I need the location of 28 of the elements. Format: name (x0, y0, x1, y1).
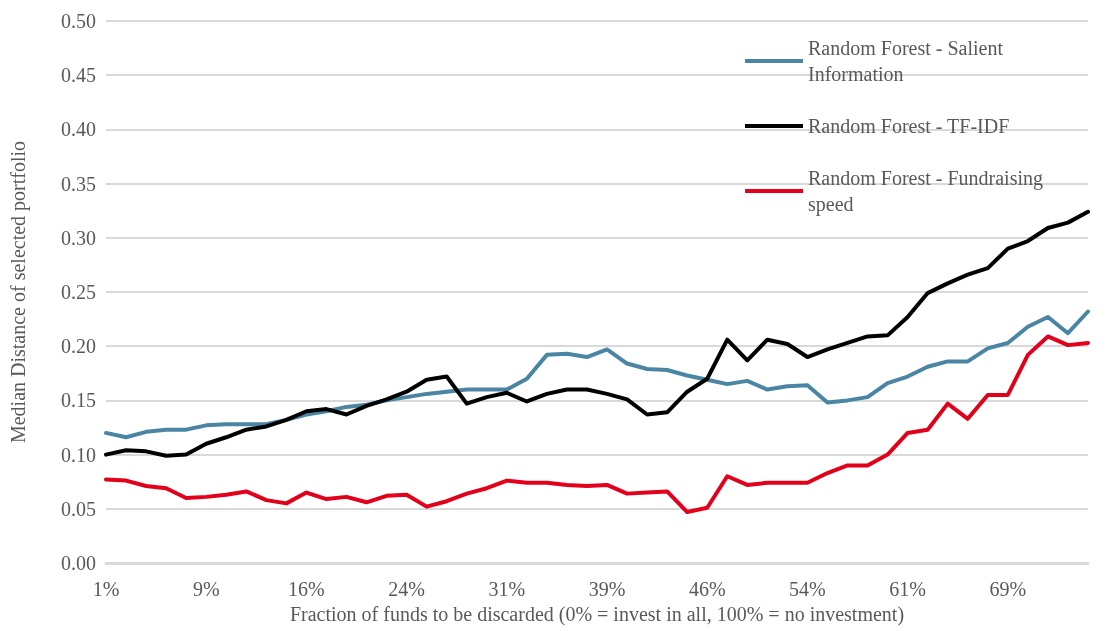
line-series (104, 309, 1090, 440)
line-series (104, 334, 1090, 515)
x-tick-label: 46% (688, 578, 726, 600)
legend-label: Random Forest - TF-IDF (808, 115, 1010, 137)
y-tick-label: 0.15 (61, 389, 96, 412)
x-tick-label: 24% (388, 578, 425, 600)
x-tick-label: 1% (92, 578, 120, 600)
x-axis-title: Fraction of funds to be discarded (0% = invest in all, 100% = no investment) (289, 602, 905, 626)
x-tick-label: 16% (288, 578, 325, 600)
y-tick-label: 0.20 (61, 335, 96, 358)
y-tick-label: 0.10 (61, 443, 96, 466)
legend-label: Random Forest - Fundraising speed (808, 167, 1048, 216)
x-tick-label: 31% (488, 578, 526, 600)
x-tick-label: 69% (989, 578, 1027, 600)
y-tick-label: 0.25 (61, 281, 96, 303)
y-axis-title: Median Distance of selected portfolio (7, 140, 30, 444)
y-tick-label: 0.40 (61, 118, 96, 141)
x-tick-label: 39% (588, 578, 626, 600)
y-tick-label: 0.05 (61, 497, 96, 520)
y-tick-label: 0.45 (61, 64, 96, 87)
y-tick-label: 0.35 (61, 172, 96, 195)
legend-label: Random Forest - Salient Information (808, 37, 1008, 85)
x-tick-label: 9% (192, 578, 220, 600)
y-tick-label: 0.30 (61, 226, 96, 249)
y-tick-label: 0.00 (61, 552, 96, 574)
y-tick-label: 0.50 (61, 10, 96, 32)
x-tick-label: 54% (789, 578, 826, 600)
x-tick-label: 61% (889, 578, 926, 600)
